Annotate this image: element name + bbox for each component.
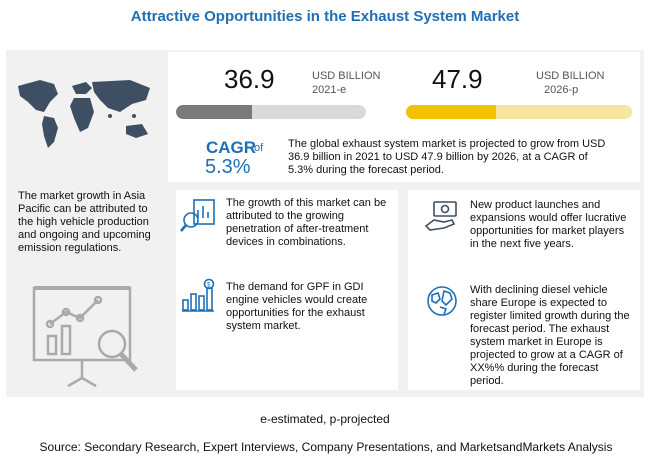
asia-pacific-text: The market growth in Asia Pacific can be… <box>18 190 151 254</box>
year-2026: 2026-p <box>544 84 579 96</box>
bar-2021 <box>176 105 366 119</box>
cagr-value: 5.3% <box>205 156 251 178</box>
bar-growth-icon: $ <box>182 278 215 312</box>
europe-text: With declining diesel vehicle share Euro… <box>470 284 630 387</box>
gpf-text: The demand for GPF in GDI engine vehicle… <box>226 281 368 332</box>
page-title: Attractive Opportunities in the Exhaust … <box>130 8 520 25</box>
launches-text: New product launches and expansions woul… <box>470 199 627 250</box>
magnifier-chart-icon <box>180 199 215 232</box>
bar-2026 <box>406 105 632 119</box>
svg-text:$: $ <box>207 283 211 289</box>
bar-2021-fill <box>176 105 252 119</box>
card-right <box>408 190 640 390</box>
bar-2026-fill <box>406 105 497 119</box>
value-2026: 47.9 <box>432 64 483 94</box>
money-hand-icon <box>424 201 457 231</box>
unit-2021: USD BILLION <box>312 70 381 82</box>
footnote: e-estimated, p-projected <box>260 412 390 426</box>
cagr-label: CAGR <box>206 138 257 157</box>
after-treatment-text: The growth of this market can be attribu… <box>226 197 387 248</box>
cagr-of: of <box>254 142 264 154</box>
year-2021: 2021-e <box>312 84 347 96</box>
world-map-icon <box>18 80 150 148</box>
presentation-chart-icon <box>32 286 138 388</box>
source-note: Source: Secondary Research, Expert Inter… <box>39 440 613 454</box>
globe-icon <box>427 286 457 316</box>
value-2021: 36.9 <box>224 64 275 94</box>
market-summary: The global exhaust system market is proj… <box>288 138 606 176</box>
unit-2026: USD BILLION <box>536 70 605 82</box>
